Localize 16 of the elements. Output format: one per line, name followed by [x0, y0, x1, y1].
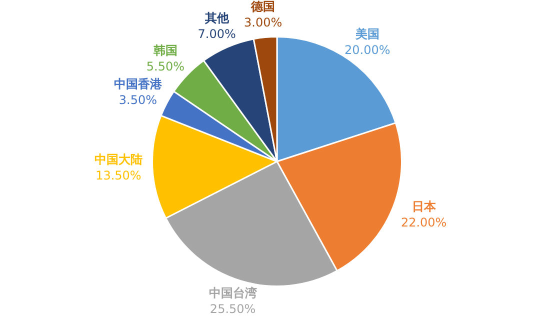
data-label: 25.50%	[210, 302, 256, 316]
slice-label: 中国大陆	[94, 152, 142, 167]
data-label: 5.50%	[146, 60, 184, 74]
slice-label: 美国	[354, 26, 380, 41]
data-label: 3.00%	[244, 16, 282, 30]
slice-label: 韩国	[152, 44, 178, 58]
data-label: 7.00%	[198, 26, 236, 41]
data-label: 20.00%	[344, 42, 390, 57]
slice-label: 中国香港	[114, 76, 163, 91]
data-label: 3.50%	[118, 92, 157, 107]
slice-label: 日本	[412, 200, 437, 214]
data-label: 13.50%	[96, 168, 142, 183]
slice-label: 中国台湾	[208, 286, 257, 300]
slice-label: 其他	[204, 10, 230, 25]
slice-label: 德国	[250, 0, 276, 14]
data-label: 22.00%	[400, 216, 447, 230]
